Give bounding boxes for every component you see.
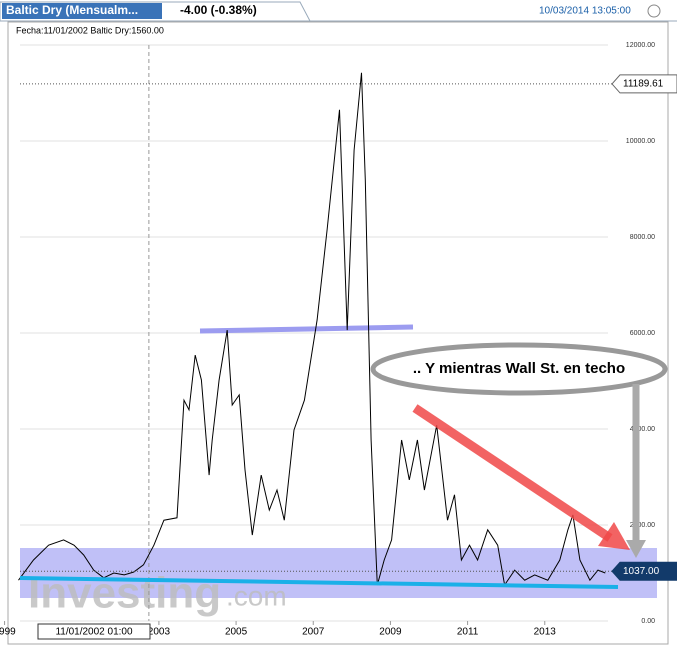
x-tick-label: 2013 (534, 627, 557, 638)
x-tick-label: 2005 (225, 627, 248, 638)
timestamp: 10/03/2014 13:05:00 (539, 6, 631, 17)
instrument-tab[interactable] (2, 3, 162, 19)
price-tag-label: 1037.00 (623, 566, 660, 577)
x-tick-label: 2003 (148, 627, 171, 638)
x-tick-label: 1999 (0, 627, 16, 638)
resistance-line (199, 324, 414, 334)
y-tick-label: 6000.00 (630, 330, 655, 337)
callout-text: .. Y mientras Wall St. en techo (413, 360, 625, 377)
x-tick-label: 2007 (302, 627, 325, 638)
close-button[interactable] (647, 4, 661, 18)
red-arrow-head (598, 522, 630, 550)
y-tick-label: 2000.00 (630, 522, 655, 529)
support-band (20, 548, 657, 598)
x-tick-label: 2011 (457, 627, 479, 638)
callout (370, 342, 668, 396)
watermark: .com (226, 580, 287, 611)
y-tick-label: 4000.00 (630, 426, 655, 433)
price-line (18, 72, 606, 587)
y-tick-label: 0.00 (641, 618, 655, 625)
y-tick-label: 12000.00 (626, 42, 655, 49)
change: -4.00 (-0.38%) (180, 3, 257, 17)
y-tick-label: 10000.00 (626, 138, 655, 145)
gray-arrow-head (626, 540, 646, 558)
support-line (19, 576, 619, 589)
instrument-name: Baltic Dry (Mensualm... (6, 3, 138, 17)
crosshair-label: 11/01/2002 01:00 (55, 627, 133, 638)
red-arrow-shaft (412, 404, 613, 542)
crosshair-label-box (37, 623, 151, 640)
x-tick-label: 2009 (379, 627, 402, 638)
price-tag-label: 11189.61 (623, 79, 664, 90)
chart-frame (7, 21, 669, 645)
price-tag (611, 74, 677, 94)
price-tag (611, 561, 677, 581)
watermark: Investing (28, 569, 221, 618)
info-line: Fecha:11/01/2002 Baltic Dry:1560.00 (16, 25, 164, 35)
y-tick-label: 8000.00 (630, 234, 655, 241)
